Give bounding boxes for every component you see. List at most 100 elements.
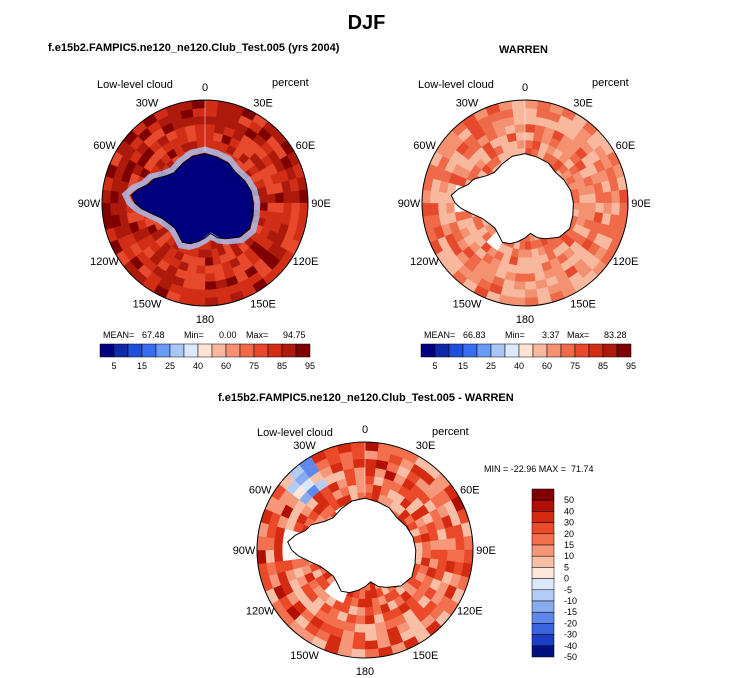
longitude-label: 150E <box>413 650 439 662</box>
map-cell <box>355 475 366 485</box>
colorbar-tick-label: 95 <box>305 361 315 371</box>
main-title: DJF <box>347 12 386 34</box>
map-cell <box>514 123 526 133</box>
map-cell <box>204 131 215 141</box>
map-cell <box>204 265 215 275</box>
map-cell <box>511 100 526 110</box>
map-cell <box>204 257 214 267</box>
map-cell <box>291 190 301 204</box>
antarctica-coastline <box>450 153 574 245</box>
map-cell <box>353 466 366 477</box>
colorbar-tick-label: 75 <box>249 361 259 371</box>
map-cell <box>283 202 293 215</box>
map-cell <box>587 202 597 213</box>
longitude-label: 60E <box>296 140 316 152</box>
colorbar-box <box>127 343 143 358</box>
map-cell <box>267 202 277 213</box>
colorbar-tick-label: 0 <box>564 574 569 584</box>
map-cell <box>421 549 432 559</box>
colorbar-tick-label: 85 <box>598 361 608 371</box>
longitude-label: 120W <box>90 256 119 268</box>
continent-interior <box>287 498 416 593</box>
map-cell <box>204 296 219 306</box>
colorbar-tick-label: 15 <box>564 540 574 550</box>
panel-1-variable-label: Low-level cloud <box>97 79 173 91</box>
longitude-label: 30E <box>573 98 593 110</box>
panel-3-units-label: percent <box>432 426 469 438</box>
map-cell <box>364 450 379 460</box>
map-cell <box>524 249 533 259</box>
map-cell <box>524 241 532 251</box>
colorbar-tick-label: 85 <box>277 361 287 371</box>
map-cell <box>352 458 366 469</box>
colorbar-tick-label: 40 <box>514 361 524 371</box>
map-cell <box>524 115 537 125</box>
map-cell <box>257 535 267 551</box>
map-cell <box>611 190 621 204</box>
colorbar-tick-label: 60 <box>542 361 552 371</box>
map-cell <box>611 202 621 216</box>
map-cell <box>603 191 613 204</box>
colorbar-tick-label: 10 <box>564 551 574 561</box>
colorbar-box <box>490 343 506 358</box>
map-cell <box>364 442 380 452</box>
coastal-transition <box>121 146 261 250</box>
continent-interior <box>131 153 254 244</box>
map-cell <box>364 598 373 608</box>
panel-2-mean-label: MEAN= <box>424 330 456 340</box>
colorbar-box <box>531 522 555 535</box>
map-cell <box>364 483 374 494</box>
map-cell <box>196 257 206 267</box>
colorbar-box <box>504 343 520 358</box>
longitude-label: 30E <box>253 98 273 110</box>
colorbar-box <box>434 343 450 358</box>
longitude-label: 150W <box>290 650 319 662</box>
map-cell <box>102 202 112 217</box>
map-cell <box>353 623 366 634</box>
longitude-label: 150E <box>570 298 596 310</box>
colorbar-tick-label: -20 <box>564 618 577 628</box>
panel-1-units-label: percent <box>272 77 309 89</box>
panel-1-mean-label: MEAN= <box>103 330 135 340</box>
panel-3-variable-label: Low-level cloud <box>257 427 333 439</box>
map-cell <box>204 123 216 133</box>
map-field-2 <box>422 100 628 306</box>
colorbar-tick-label: 5 <box>432 361 437 371</box>
colorbar-box <box>197 343 213 358</box>
map-cell <box>117 202 127 215</box>
colorbar-box <box>448 343 464 358</box>
panel-2-min-value: 3.37 <box>542 330 560 340</box>
map-cell <box>351 640 366 650</box>
colorbar-tick-label: 15 <box>137 361 147 371</box>
map-cell <box>195 131 206 141</box>
map-panel-2: 0 30E 60E 90E 120E 150E 180 150W 120W 90W 60W 30W <box>398 82 651 326</box>
colorbar-tick-label: 15 <box>458 361 468 371</box>
longitude-label: 30W <box>293 440 316 452</box>
map-cell <box>273 549 284 563</box>
map-cell <box>463 535 473 551</box>
longitude-label: 180 <box>196 314 214 326</box>
panel-1-max-value: 94.75 <box>283 330 306 340</box>
map-cell <box>603 202 613 215</box>
longitude-label: 60E <box>460 485 480 497</box>
map-cell <box>364 466 377 477</box>
map-cell <box>514 273 526 283</box>
panel-1-max-label: Max= <box>246 330 269 340</box>
map-cell <box>524 257 534 267</box>
map-cell <box>259 194 269 204</box>
colorbar-panel-1: 5 15 25 40 60 75 85 95 <box>99 343 315 371</box>
longitude-label: 0 <box>522 82 528 94</box>
map-cell <box>618 202 628 217</box>
map-cell <box>204 289 218 299</box>
map-cell <box>429 202 439 216</box>
map-cell <box>364 475 375 485</box>
longitude-label: 0 <box>202 82 208 94</box>
longitude-label: 90W <box>78 198 101 210</box>
map-cell <box>298 189 308 204</box>
map-cell <box>512 289 526 299</box>
map-cell <box>422 189 432 204</box>
longitude-label: 150W <box>453 298 482 310</box>
colorbar-tick-label: 60 <box>221 361 231 371</box>
